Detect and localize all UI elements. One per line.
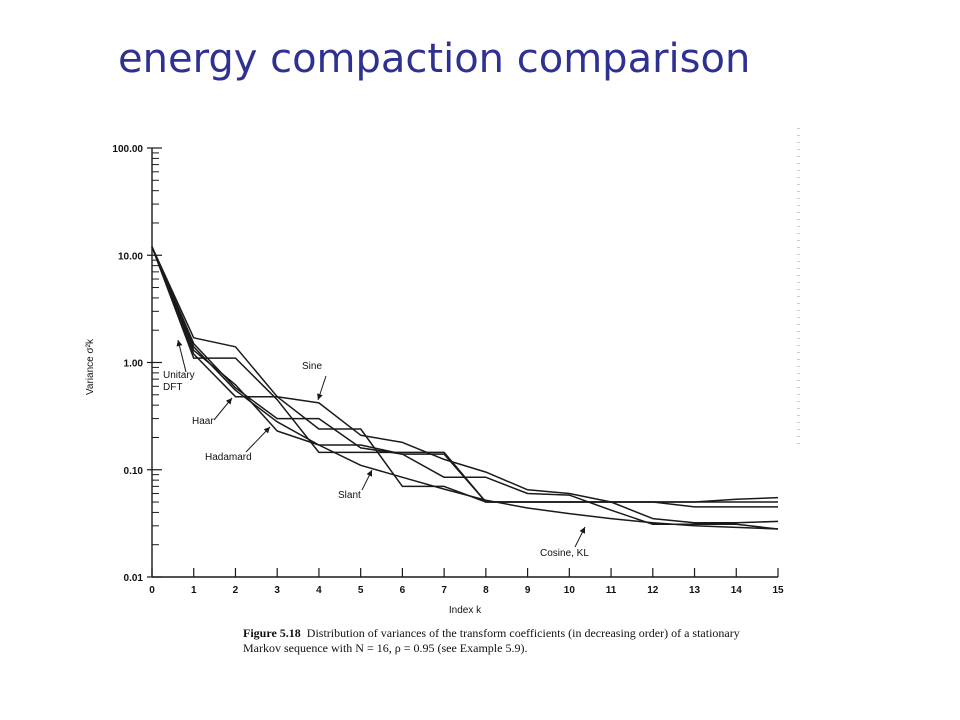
x-tick-label: 13 bbox=[689, 585, 701, 596]
series-line-sine bbox=[151, 246, 779, 524]
annotation-slant: Slant bbox=[338, 490, 361, 501]
y-tick-label: 10.00 bbox=[118, 251, 143, 262]
y-tick-label: 0.10 bbox=[124, 466, 144, 477]
figure-caption: Figure 5.18 Distribution of variances of … bbox=[243, 626, 743, 656]
x-tick-label: 6 bbox=[400, 585, 406, 596]
annotation-arrowhead bbox=[225, 398, 232, 405]
x-tick-label: 3 bbox=[274, 585, 280, 596]
annotation-arrowhead bbox=[263, 427, 270, 434]
y-tick-label: 100.00 bbox=[112, 144, 143, 155]
x-tick-label: 12 bbox=[647, 585, 659, 596]
x-tick-label: 8 bbox=[483, 585, 489, 596]
series-line-haar bbox=[151, 246, 778, 503]
annotation-hadamard: Hadamard bbox=[205, 452, 252, 463]
y-tick-label: 1.00 bbox=[124, 359, 144, 370]
x-tick-label: 0 bbox=[149, 585, 155, 596]
caption-text: Distribution of variances of the transfo… bbox=[243, 626, 740, 655]
x-tick-label: 9 bbox=[525, 585, 531, 596]
y-axis-label: Variance σ²k bbox=[85, 338, 96, 395]
scan-artifact bbox=[797, 128, 800, 448]
x-tick-label: 7 bbox=[441, 585, 447, 596]
x-tick-label: 5 bbox=[358, 585, 364, 596]
series-line-cosine-kl bbox=[151, 246, 779, 530]
series-line-hadamard bbox=[151, 246, 779, 503]
annotation-arrowhead bbox=[366, 470, 372, 477]
x-tick-label: 1 bbox=[191, 585, 197, 596]
annotation-dft: DFT bbox=[163, 382, 182, 393]
series-line-slant bbox=[151, 246, 779, 530]
slide-title: energy compaction comparison bbox=[118, 36, 751, 82]
series-line-unitary-dft bbox=[151, 246, 778, 508]
x-tick-label: 15 bbox=[772, 585, 784, 596]
caption-label: Figure 5.18 bbox=[243, 626, 301, 640]
x-tick-label: 2 bbox=[233, 585, 239, 596]
annotation-arrowhead bbox=[176, 340, 183, 347]
annotation-unitary: Unitary bbox=[163, 370, 195, 381]
x-tick-label: 14 bbox=[731, 585, 743, 596]
y-tick-label: 0.01 bbox=[124, 573, 144, 584]
annotation-sine: Sine bbox=[302, 361, 322, 372]
x-tick-label: 11 bbox=[606, 585, 617, 596]
series-layer bbox=[151, 246, 779, 530]
x-tick-label: 4 bbox=[316, 585, 322, 596]
annotation-cosine-kl: Cosine, KL bbox=[540, 548, 589, 559]
annotation-arrowhead bbox=[317, 393, 323, 400]
x-axis-label: Index k bbox=[449, 605, 482, 616]
annotation-arrowhead bbox=[579, 527, 585, 534]
annotation-haar: Haar bbox=[192, 416, 214, 427]
x-tick-label: 10 bbox=[564, 585, 576, 596]
